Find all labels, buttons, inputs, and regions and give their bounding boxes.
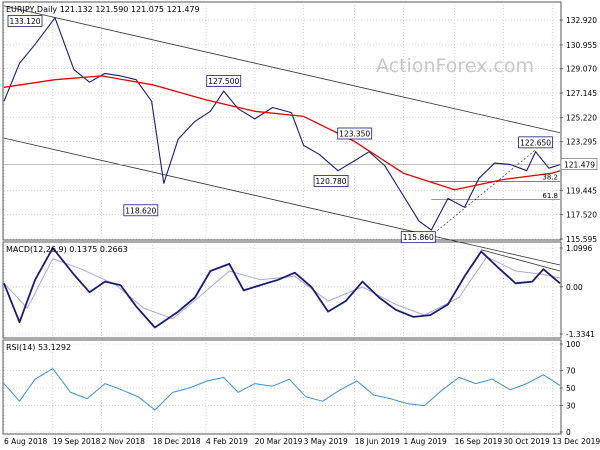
annotation-box: [123, 204, 159, 217]
rsi-header: RSI(14) 53.1292: [6, 343, 71, 352]
price-y-tick-label: 119.445: [566, 186, 597, 195]
macd-line: [3, 247, 561, 329]
annotation-box: [313, 175, 349, 187]
price-y-tick-label: 132.920: [566, 16, 597, 25]
annotation-box: [400, 231, 436, 244]
x-tick-label: 13 Dec 2019: [552, 437, 600, 446]
fib-swing-line: [431, 149, 536, 236]
last-price-tag: [560, 158, 598, 170]
price-y-tick-label: 127.145: [566, 89, 597, 98]
rsi-y-tick-label: 50: [566, 384, 576, 393]
price-y-tick-label: 123.295: [566, 138, 597, 147]
rsi-y-tick-label: 0: [566, 428, 571, 437]
channel-upper: [3, 5, 561, 134]
annotation-label: 133.120: [9, 17, 40, 26]
annotation-label: 120.780: [316, 177, 347, 186]
annotation-box: [7, 15, 43, 27]
annotation-box: [337, 127, 373, 140]
price-panel-frame: [2, 1, 562, 241]
moving-average-line: [3, 75, 561, 191]
rsi-line: [3, 368, 561, 411]
macd-trendline: [481, 249, 561, 272]
last-price-label: 121.479: [564, 161, 595, 170]
macd-y-tick-label: 0.00: [566, 283, 583, 292]
price-y-tick-label: 115.595: [566, 235, 597, 244]
price-y-tick-label: 117.520: [566, 211, 597, 220]
price-line: [3, 17, 561, 231]
annotation-box: [206, 75, 242, 87]
annotation-label: 127.500: [208, 77, 239, 86]
macd-y-tick-label: 1.0996: [566, 244, 592, 253]
macd-panel-frame: [2, 241, 562, 339]
rsi-y-tick-label: 100: [566, 340, 581, 349]
watermark: ActionForex.com: [376, 55, 534, 77]
fib-level-label: 38.2: [542, 173, 558, 181]
rsi-panel-frame: [2, 339, 562, 435]
x-tick-label: 1 Aug 2019: [404, 437, 447, 446]
x-tick-label: 2 Nov 2018: [102, 437, 145, 446]
x-tick-label: 19 Sep 2018: [53, 437, 101, 446]
macd-signal-line: [3, 256, 561, 320]
x-tick-label: 3 May 2019: [304, 437, 348, 446]
x-tick-label: 16 Sep 2019: [455, 437, 503, 446]
annotation-label: 122.650: [520, 138, 551, 147]
macd-y-tick-label: -1.3341: [566, 330, 595, 339]
x-tick-label: 4 Feb 2019: [206, 437, 248, 446]
annotation-label: 115.860: [403, 233, 434, 242]
channel-lower: [3, 137, 561, 266]
x-tick-label: 30 Oct 2019: [503, 437, 550, 446]
price-y-tick-label: 130.955: [566, 41, 597, 50]
x-tick-label: 6 Aug 2018: [4, 437, 47, 446]
annotation-label: 123.350: [339, 130, 370, 139]
macd-header: MACD(12,26,9) 0.1375 0.2663: [6, 245, 128, 254]
rsi-y-tick-label: 30: [566, 402, 576, 411]
price-y-tick-label: 129.070: [566, 65, 597, 74]
price-header: EURJPY,Daily 121.132 121.590 121.075 121…: [6, 5, 200, 14]
x-tick-label: 18 Jun 2019: [355, 437, 400, 446]
rsi-y-tick-label: 70: [566, 366, 576, 375]
annotation-label: 118.620: [125, 206, 156, 215]
x-tick-label: 20 Mar 2019: [255, 437, 303, 446]
price-y-tick-label: 125.220: [566, 113, 597, 122]
x-tick-label: 18 Dec 2018: [153, 437, 201, 446]
annotation-box: [518, 136, 553, 149]
fib-level-label: 61.8: [542, 192, 558, 200]
